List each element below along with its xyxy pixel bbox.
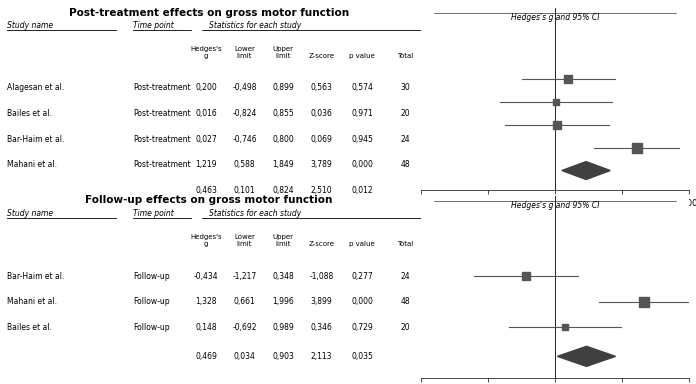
Text: Statistics for each study: Statistics for each study [209, 209, 301, 218]
Text: 0,469: 0,469 [195, 352, 217, 361]
Text: Statistics for each study: Statistics for each study [209, 21, 301, 30]
Text: 0,855: 0,855 [272, 109, 294, 118]
Text: 0,563: 0,563 [310, 83, 333, 93]
Text: 0,729: 0,729 [351, 323, 373, 332]
Text: 30: 30 [400, 83, 410, 93]
Text: 1,328: 1,328 [196, 297, 216, 306]
Text: Post-treatment: Post-treatment [133, 83, 191, 93]
Text: 0,588: 0,588 [234, 160, 255, 169]
Text: 3,789: 3,789 [310, 160, 333, 169]
Text: 0,035: 0,035 [351, 352, 373, 361]
Text: Lower
limit: Lower limit [234, 234, 255, 247]
Text: Bailes et al.: Bailes et al. [7, 323, 52, 332]
Text: Hedges's
g: Hedges's g [190, 46, 222, 59]
Text: Post-treatment effects on gross motor function: Post-treatment effects on gross motor fu… [69, 8, 349, 18]
Text: Hedges's
g: Hedges's g [190, 234, 222, 247]
Text: Study name: Study name [7, 21, 53, 30]
Text: 0,971: 0,971 [351, 109, 373, 118]
Text: Bar-Haim et al.: Bar-Haim et al. [7, 134, 64, 144]
Text: Study name: Study name [7, 209, 53, 218]
Text: Mahani et al.: Mahani et al. [7, 160, 57, 169]
Text: 2,113: 2,113 [311, 352, 332, 361]
Text: 0,277: 0,277 [351, 271, 373, 281]
Text: 0,348: 0,348 [272, 271, 294, 281]
Text: -0,434: -0,434 [193, 271, 219, 281]
Text: p value: p value [349, 53, 375, 59]
Text: Bailes et al.: Bailes et al. [7, 109, 52, 118]
Text: Favours Control: Favours Control [436, 225, 496, 234]
Text: p value: p value [349, 241, 375, 247]
Text: 1,996: 1,996 [272, 297, 294, 306]
Text: Upper
limit: Upper limit [273, 234, 294, 247]
Polygon shape [557, 346, 615, 366]
Text: 0,800: 0,800 [272, 134, 294, 144]
Text: 1,849: 1,849 [272, 160, 294, 169]
Text: -0,824: -0,824 [232, 109, 257, 118]
Text: 0,000: 0,000 [351, 160, 373, 169]
Text: Mahani et al.: Mahani et al. [7, 297, 57, 306]
Text: -0,498: -0,498 [232, 83, 257, 93]
Text: Time point: Time point [133, 21, 174, 30]
Text: 20: 20 [400, 109, 410, 118]
Text: 0,463: 0,463 [195, 185, 217, 195]
Text: 0,824: 0,824 [272, 185, 294, 195]
Text: 24: 24 [400, 271, 410, 281]
Text: 0,000: 0,000 [351, 297, 373, 306]
Text: 20: 20 [400, 323, 410, 332]
Text: 2,510: 2,510 [310, 185, 333, 195]
Text: Post-treatment: Post-treatment [133, 134, 191, 144]
Text: -1,217: -1,217 [232, 271, 257, 281]
Text: 0,200: 0,200 [195, 83, 217, 93]
Text: Post-treatment: Post-treatment [133, 109, 191, 118]
Text: Hedges's g and 95% CI: Hedges's g and 95% CI [511, 201, 599, 210]
Text: 0,036: 0,036 [310, 109, 333, 118]
Text: 0,661: 0,661 [234, 297, 255, 306]
Text: 48: 48 [400, 160, 410, 169]
Text: Alagesan et al.: Alagesan et al. [7, 83, 64, 93]
Text: 0,027: 0,027 [195, 134, 217, 144]
Text: 0,069: 0,069 [310, 134, 333, 144]
Text: Follow-up: Follow-up [133, 297, 170, 306]
Text: Follow-up: Follow-up [133, 323, 170, 332]
Text: -1,088: -1,088 [310, 271, 333, 281]
Text: Z-score: Z-score [308, 53, 335, 59]
Text: 0,148: 0,148 [195, 323, 217, 332]
Text: 3,899: 3,899 [310, 297, 333, 306]
Text: Hedges's g and 95% CI: Hedges's g and 95% CI [511, 13, 599, 22]
Text: 1,219: 1,219 [196, 160, 216, 169]
Text: Upper
limit: Upper limit [273, 46, 294, 59]
Text: Post-treatment: Post-treatment [133, 160, 191, 169]
Text: Follow-up: Follow-up [133, 271, 170, 281]
Text: 0,034: 0,034 [234, 352, 255, 361]
Text: 0,016: 0,016 [195, 109, 217, 118]
Text: -0,746: -0,746 [232, 134, 257, 144]
Text: 0,945: 0,945 [351, 134, 373, 144]
Text: 0,346: 0,346 [310, 323, 333, 332]
Text: 0,012: 0,012 [351, 185, 373, 195]
Text: 0,899: 0,899 [272, 83, 294, 93]
Text: 48: 48 [400, 297, 410, 306]
Polygon shape [562, 162, 610, 179]
Text: 0,101: 0,101 [234, 185, 255, 195]
Text: 24: 24 [400, 134, 410, 144]
Text: 0,903: 0,903 [272, 352, 294, 361]
Text: Follow-up effects on gross motor function: Follow-up effects on gross motor functio… [85, 195, 333, 205]
Text: 0,989: 0,989 [272, 323, 294, 332]
Text: Z-score: Z-score [308, 241, 335, 247]
Text: Total: Total [397, 241, 413, 247]
Text: Total: Total [397, 53, 413, 59]
Text: -0,692: -0,692 [232, 323, 257, 332]
Text: Time point: Time point [133, 209, 174, 218]
Text: Favours Treatment: Favours Treatment [594, 225, 665, 234]
Text: Lower
limit: Lower limit [234, 46, 255, 59]
Text: 0,574: 0,574 [351, 83, 373, 93]
Text: Bar-Haim et al.: Bar-Haim et al. [7, 271, 64, 281]
